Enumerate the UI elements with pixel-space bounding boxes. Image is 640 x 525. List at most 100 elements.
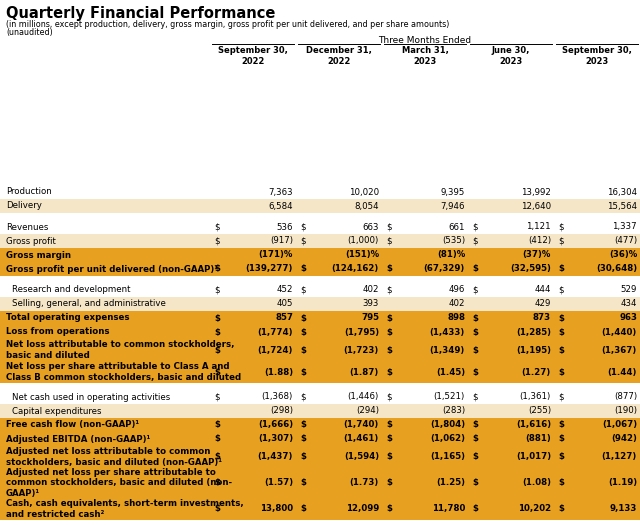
Text: (1,285): (1,285) (516, 328, 551, 337)
Text: $: $ (472, 368, 478, 376)
Text: March 31,
2023: March 31, 2023 (401, 46, 449, 66)
Text: (1,017): (1,017) (516, 453, 551, 461)
Text: (151)%: (151)% (345, 250, 379, 259)
Text: 10,020: 10,020 (349, 187, 379, 196)
Text: (1.44): (1.44) (607, 368, 637, 376)
Text: $: $ (558, 421, 564, 429)
Text: $: $ (214, 328, 220, 337)
Text: (1.45): (1.45) (436, 368, 465, 376)
Text: (1,433): (1,433) (429, 328, 465, 337)
Text: $: $ (386, 286, 392, 295)
Text: $: $ (300, 478, 306, 488)
Text: June 30,
2023: June 30, 2023 (492, 46, 530, 66)
Text: (171)%: (171)% (259, 250, 293, 259)
Text: 898: 898 (447, 313, 465, 322)
Text: 444: 444 (534, 286, 551, 295)
Text: $: $ (214, 421, 220, 429)
Text: Gross profit per unit delivered (non-GAAP)¹: Gross profit per unit delivered (non-GAA… (6, 265, 218, 274)
Text: Net cash used in operating activities: Net cash used in operating activities (12, 393, 170, 402)
Text: (1,000): (1,000) (348, 236, 379, 246)
Bar (0, 404, 640, 418)
Text: $: $ (214, 478, 220, 488)
Text: 15,564: 15,564 (607, 202, 637, 211)
Text: $: $ (386, 393, 392, 402)
Text: (1,774): (1,774) (257, 328, 293, 337)
Text: (412): (412) (528, 236, 551, 246)
Text: (877): (877) (614, 393, 637, 402)
Text: 402: 402 (449, 299, 465, 309)
Text: Cash, cash equivalents, short-term investments,
and restricted cash²: Cash, cash equivalents, short-term inves… (6, 499, 244, 519)
Text: $: $ (214, 453, 220, 461)
Text: $: $ (558, 223, 563, 232)
Text: $: $ (214, 265, 220, 274)
Text: $: $ (300, 505, 306, 513)
Text: $: $ (472, 478, 478, 488)
Text: $: $ (214, 236, 220, 246)
Text: (1,437): (1,437) (258, 453, 293, 461)
Text: Net loss per share attributable to Class A and
Class B common stockholders, basi: Net loss per share attributable to Class… (6, 362, 241, 382)
Bar (0, 432, 640, 446)
Bar (0, 325, 640, 339)
Text: 7,363: 7,363 (268, 187, 293, 196)
Bar (0, 185, 640, 199)
Text: 12,640: 12,640 (521, 202, 551, 211)
Text: (1.57): (1.57) (264, 478, 293, 488)
Bar (0, 446, 640, 468)
Text: $: $ (300, 435, 306, 444)
Text: 405: 405 (276, 299, 293, 309)
Text: (1.19): (1.19) (608, 478, 637, 488)
Text: $: $ (300, 223, 305, 232)
Text: (917): (917) (270, 236, 293, 246)
Text: December 31,
2022: December 31, 2022 (306, 46, 372, 66)
Text: $: $ (558, 393, 563, 402)
Text: (1.27): (1.27) (522, 368, 551, 376)
Text: Selling, general, and administrative: Selling, general, and administrative (12, 299, 166, 309)
Text: $: $ (558, 236, 563, 246)
Text: (unaudited): (unaudited) (6, 28, 52, 37)
Text: $: $ (214, 345, 220, 354)
Text: (1,804): (1,804) (430, 421, 465, 429)
Text: Adjusted EBITDA (non-GAAP)¹: Adjusted EBITDA (non-GAAP)¹ (6, 435, 150, 444)
Text: 12,099: 12,099 (346, 505, 379, 513)
Text: 1,121: 1,121 (526, 223, 551, 232)
Text: 393: 393 (363, 299, 379, 309)
Text: $: $ (386, 505, 392, 513)
Text: (1,666): (1,666) (258, 421, 293, 429)
Text: $: $ (300, 313, 306, 322)
Text: (1,461): (1,461) (344, 435, 379, 444)
Text: (32,595): (32,595) (510, 265, 551, 274)
Text: 11,780: 11,780 (431, 505, 465, 513)
Text: September 30,
2022: September 30, 2022 (218, 46, 288, 66)
Text: (1,616): (1,616) (516, 421, 551, 429)
Text: (67,329): (67,329) (424, 265, 465, 274)
Text: 663: 663 (362, 223, 379, 232)
Text: (190): (190) (614, 406, 637, 415)
Text: 529: 529 (621, 286, 637, 295)
Text: (881): (881) (525, 435, 551, 444)
Text: Loss from operations: Loss from operations (6, 328, 109, 337)
Text: $: $ (300, 421, 306, 429)
Text: (in millions, except production, delivery, gross margin, gross profit per unit d: (in millions, except production, deliver… (6, 20, 449, 29)
Text: (1,127): (1,127) (602, 453, 637, 461)
Text: $: $ (386, 265, 392, 274)
Text: $: $ (472, 313, 478, 322)
Text: $: $ (558, 265, 564, 274)
Text: Total operating expenses: Total operating expenses (6, 313, 129, 322)
Text: (81)%: (81)% (436, 250, 465, 259)
Text: 452: 452 (276, 286, 293, 295)
Text: (942): (942) (611, 435, 637, 444)
Text: $: $ (214, 313, 220, 322)
Text: (1,440): (1,440) (602, 328, 637, 337)
Text: 13,800: 13,800 (260, 505, 293, 513)
Text: $: $ (300, 368, 306, 376)
Text: (1.87): (1.87) (349, 368, 379, 376)
Text: $: $ (558, 313, 564, 322)
Bar (0, 468, 640, 498)
Text: (1,067): (1,067) (602, 421, 637, 429)
Text: (30,648): (30,648) (596, 265, 637, 274)
Bar (0, 361, 640, 383)
Text: (1,446): (1,446) (348, 393, 379, 402)
Text: Production: Production (6, 187, 52, 196)
Text: 7,946: 7,946 (440, 202, 465, 211)
Text: $: $ (386, 368, 392, 376)
